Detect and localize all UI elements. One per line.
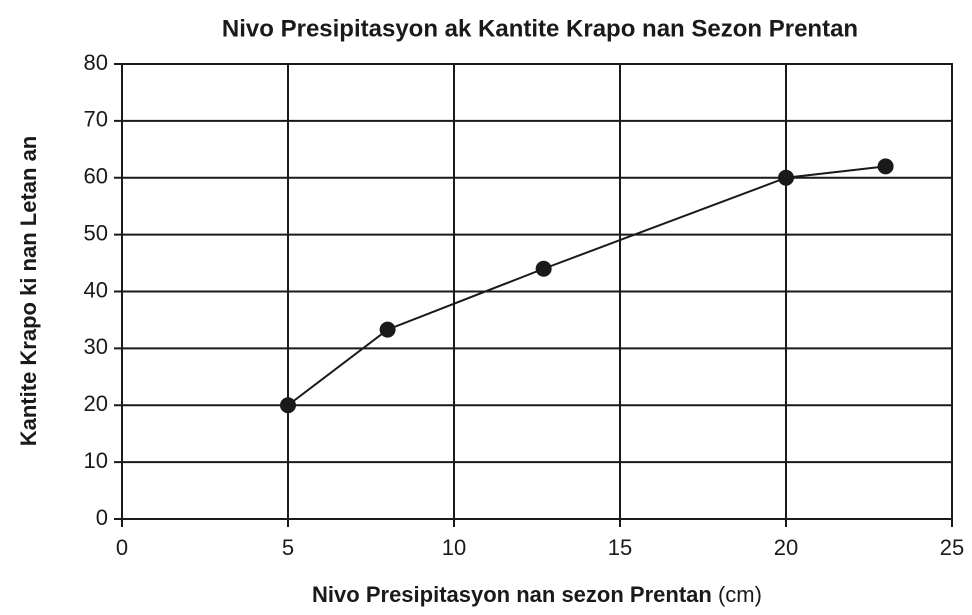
point (379, 321, 396, 338)
y-tick-label: 30 (84, 334, 108, 359)
y-tick-label: 20 (84, 391, 108, 416)
y-tick-label: 0 (96, 505, 108, 530)
y-tick-label: 10 (84, 448, 108, 473)
x-tick-label: 10 (442, 535, 466, 560)
x-axis-label-unit: (cm) (718, 582, 762, 607)
y-tick-label: 40 (84, 277, 108, 302)
x-tick-label: 15 (608, 535, 632, 560)
y-tick-label: 70 (84, 107, 108, 132)
y-axis-label: Kantite Krapo ki nan Letan an (16, 136, 41, 447)
x-tick-label: 20 (774, 535, 798, 560)
y-tick-label: 50 (84, 220, 108, 245)
x-axis-label-main: Nivo Presipitasyon nan sezon Prentan (312, 582, 712, 607)
chart-title: Nivo Presipitasyon ak Kantite Krapo nan … (222, 15, 858, 42)
point (535, 260, 552, 277)
y-tick-label: 80 (84, 50, 108, 75)
y-tick-label: 60 (84, 164, 108, 189)
point (877, 158, 894, 175)
point (778, 169, 794, 186)
x-tick-label: 25 (940, 535, 964, 560)
x-tick-label: 0 (116, 535, 128, 560)
x-tick-label: 5 (282, 535, 294, 560)
x-axis-label: Nivo Presipitasyon nan sezon Prentan (cm… (312, 582, 762, 607)
line (287, 165, 886, 407)
point (280, 397, 296, 414)
